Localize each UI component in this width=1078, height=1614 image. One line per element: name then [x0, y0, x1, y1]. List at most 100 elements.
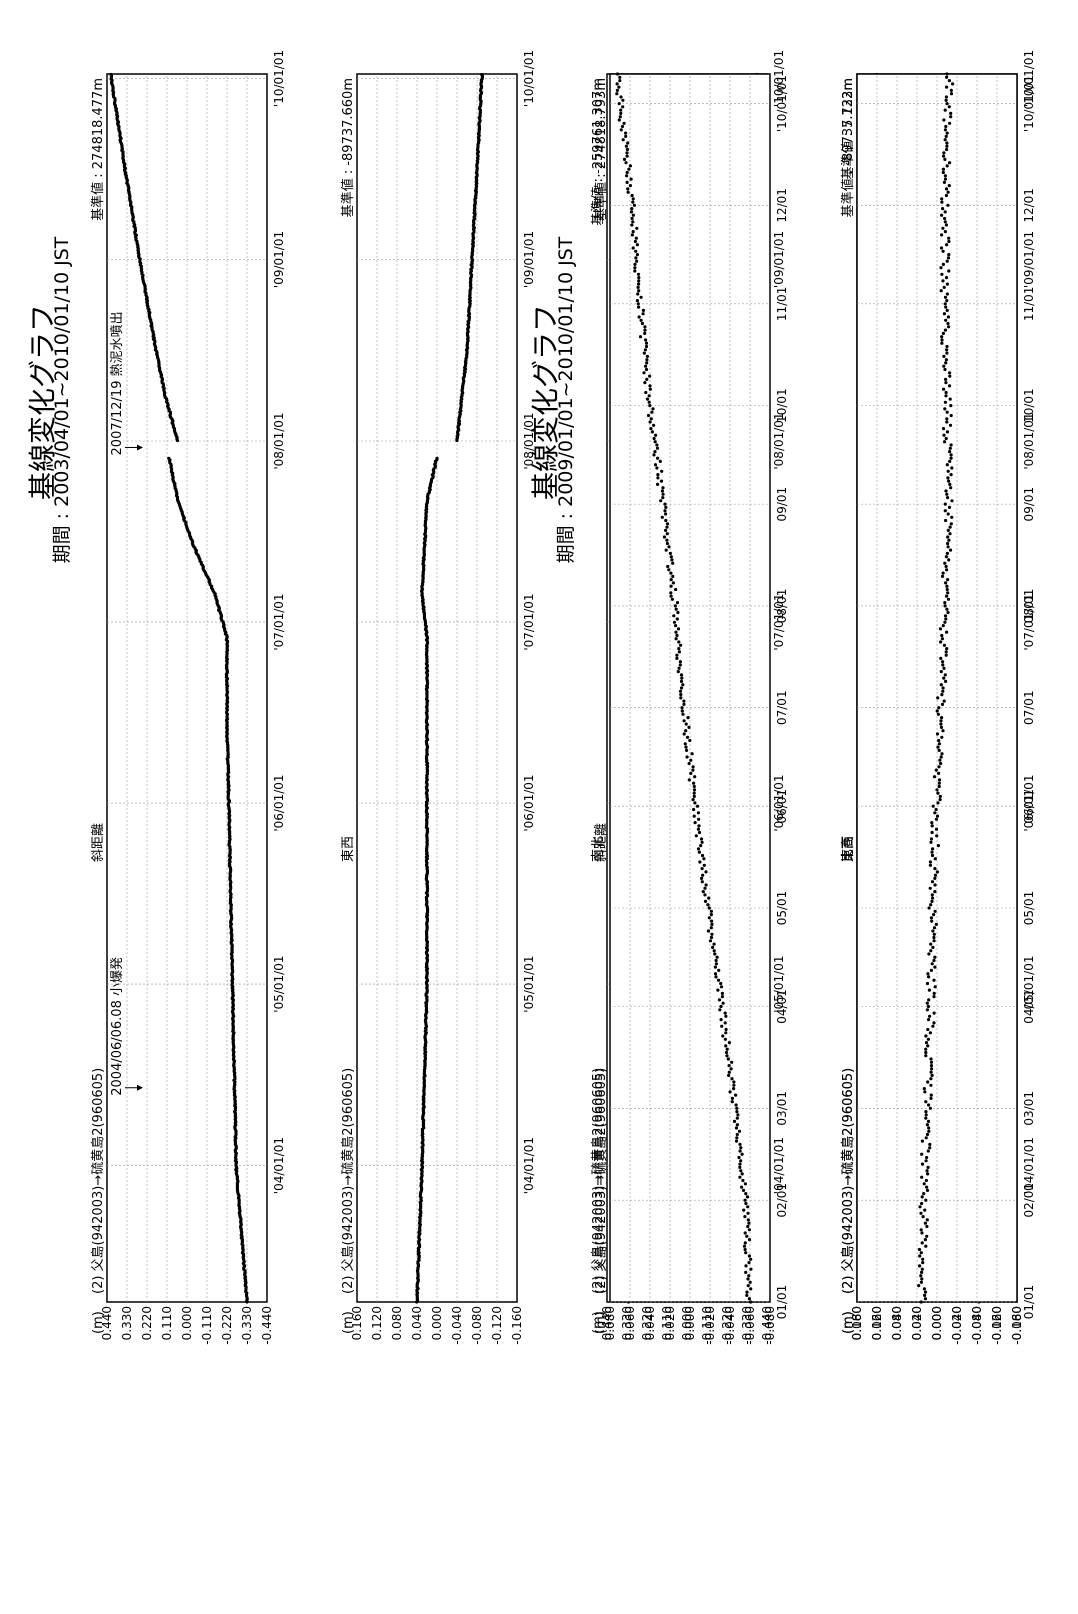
data-point — [625, 154, 629, 158]
data-point — [948, 121, 952, 125]
data-point — [922, 1287, 927, 1291]
y-tick-label: -0.160 — [1010, 1306, 1024, 1345]
data-point — [685, 748, 689, 752]
data-point — [640, 321, 645, 326]
data-point — [699, 837, 704, 841]
data-point — [949, 456, 953, 460]
data-point — [740, 1152, 744, 1156]
data-point — [719, 1004, 723, 1009]
data-point — [637, 279, 641, 283]
data-point — [942, 387, 946, 391]
y-tick-label: 0.040 — [643, 1306, 657, 1340]
data-point — [949, 486, 953, 490]
data-point — [681, 683, 685, 687]
data-point — [665, 532, 669, 536]
baseline-label: (2) 父島(942003)→硫黄島2(960605) — [91, 1068, 106, 1294]
data-point — [637, 282, 641, 286]
x-tick-label: '10/01/01 — [1022, 50, 1036, 107]
data-point — [625, 174, 629, 178]
y-tick-label: -0.440 — [260, 1306, 274, 1345]
data-point — [930, 880, 935, 884]
data-point — [630, 223, 634, 227]
x-tick-label: 08/01 — [775, 589, 789, 624]
y-tick-label: 0.440 — [600, 1306, 614, 1340]
data-point — [737, 1129, 742, 1133]
data-point — [716, 988, 720, 992]
data-point — [702, 857, 706, 861]
x-tick-label: 04/01 — [775, 989, 789, 1024]
data-point — [674, 587, 678, 592]
y-tick-label: -0.080 — [763, 1306, 777, 1345]
data-point — [628, 164, 633, 168]
data-point — [928, 1106, 933, 1110]
data-point — [948, 548, 953, 552]
data-point — [619, 128, 623, 132]
data-point — [946, 545, 950, 549]
data-point — [943, 174, 948, 178]
data-point — [692, 791, 696, 795]
data-point — [943, 177, 948, 181]
data-point — [620, 124, 625, 129]
data-point — [634, 249, 638, 253]
data-point — [944, 193, 949, 198]
data-point — [945, 308, 949, 312]
data-point — [714, 975, 718, 979]
data-point — [726, 1057, 730, 1061]
data-point — [644, 390, 648, 395]
x-tick-label: 12/01 — [775, 188, 789, 223]
x-tick-label: '08/01/01 — [772, 412, 786, 469]
data-point — [940, 715, 944, 720]
x-tick-label: '07/01/01 — [772, 593, 786, 650]
data-point — [917, 1284, 921, 1288]
data-point — [949, 453, 953, 457]
data-point — [717, 968, 721, 972]
data-point — [944, 679, 948, 683]
data-point — [721, 1001, 725, 1005]
data-point — [920, 1241, 924, 1245]
data-point — [696, 847, 701, 851]
data-point — [945, 292, 950, 296]
data-point — [625, 170, 629, 175]
data-point — [946, 610, 950, 615]
data-point — [633, 269, 637, 273]
data-point — [941, 167, 946, 171]
data-point — [920, 1175, 924, 1179]
data-point — [615, 92, 619, 96]
data-point — [630, 233, 635, 237]
data-point — [924, 1178, 929, 1183]
data-point — [644, 341, 649, 345]
data-point — [724, 1044, 728, 1048]
data-point — [678, 689, 683, 693]
data-point — [653, 449, 657, 454]
data-point — [941, 729, 945, 733]
data-point — [729, 1067, 733, 1071]
data-point — [700, 840, 704, 844]
data-point — [652, 423, 656, 427]
data-point — [648, 374, 652, 378]
data-point — [932, 775, 937, 779]
reference-value: 基準値 : 274818.477m — [90, 78, 106, 221]
x-tick-label: 03/01 — [1022, 1091, 1036, 1126]
y-tick-label: 0.440 — [100, 1306, 114, 1340]
data-point — [694, 834, 698, 838]
reference-value: 基準値 : 274818.793m — [593, 78, 609, 221]
data-point — [727, 1070, 731, 1074]
x-tick-label: 02/01 — [775, 1183, 789, 1218]
data-point — [944, 358, 949, 362]
y-tick-label: 0.080 — [890, 1306, 904, 1340]
data-point — [943, 367, 947, 372]
data-point — [626, 187, 630, 191]
data-point — [939, 289, 943, 293]
data-point — [936, 745, 940, 749]
data-point — [936, 712, 941, 716]
data-point — [932, 991, 936, 995]
data-point — [697, 824, 701, 828]
component-label: 斜距離 — [594, 823, 609, 862]
y-tick-label: -0.110 — [200, 1306, 214, 1345]
data-point — [645, 358, 649, 362]
data-point — [639, 318, 643, 322]
data-point — [947, 479, 951, 483]
data-point — [692, 781, 696, 785]
data-point — [680, 709, 684, 713]
data-point — [945, 282, 950, 286]
